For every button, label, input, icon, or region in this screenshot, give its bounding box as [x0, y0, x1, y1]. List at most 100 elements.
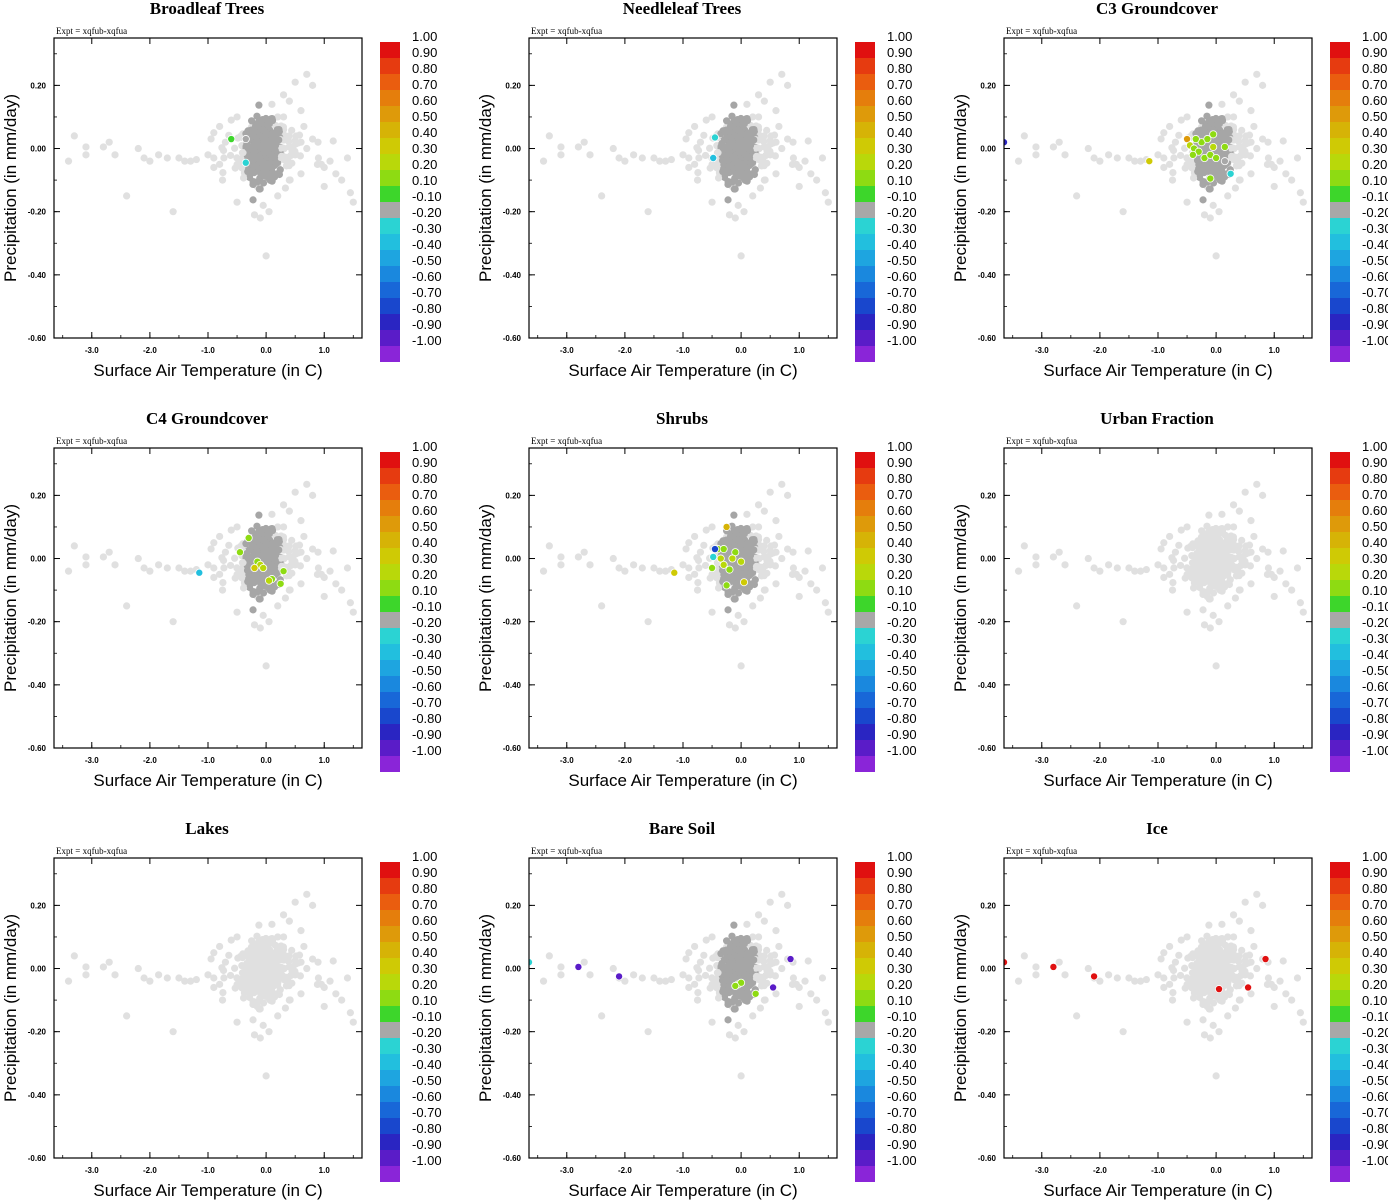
point [752, 554, 760, 562]
point [218, 996, 227, 1004]
colorbar-label: 0.30 [412, 141, 437, 156]
point [329, 547, 337, 555]
x-tick-label: -3.0 [85, 756, 99, 765]
colorbar: 1.000.900.800.700.600.500.400.300.200.10… [1330, 439, 1388, 772]
colorbar-swatch [855, 346, 875, 362]
point [155, 561, 163, 569]
plot-frame [1003, 37, 1313, 339]
point [706, 144, 714, 152]
point [256, 154, 264, 162]
point [1049, 143, 1057, 151]
colorbar-swatch [1330, 676, 1350, 692]
point [186, 977, 195, 985]
colorbar-label: 0.10 [1362, 583, 1387, 598]
colorbar-swatch [855, 154, 875, 170]
colorbar-swatch [380, 756, 400, 772]
highlight-point [710, 133, 719, 142]
point [277, 972, 286, 980]
point [638, 154, 646, 162]
colorbar-swatch [1330, 202, 1350, 218]
point [545, 952, 553, 960]
point [778, 70, 786, 78]
point [273, 126, 281, 134]
scatter-points [539, 70, 832, 260]
colorbar-swatch [1330, 708, 1350, 724]
point [275, 546, 283, 554]
point [757, 572, 766, 580]
point [739, 551, 747, 559]
point [609, 144, 617, 153]
point [343, 154, 352, 162]
point [621, 977, 629, 985]
colorbar-label: -0.10 [1362, 189, 1388, 204]
colorbar-swatch [380, 612, 400, 628]
y-axis-label: Precipitation (in mm/day) [476, 94, 495, 282]
point [1215, 208, 1223, 216]
colorbar-label: -0.60 [1362, 679, 1388, 694]
point [1218, 510, 1226, 518]
point [695, 154, 703, 162]
scatter-points [64, 890, 357, 1080]
colorbar-swatch [1330, 330, 1350, 346]
colorbar-label: 0.80 [1362, 471, 1387, 486]
point [1090, 564, 1098, 572]
point [778, 480, 786, 488]
colorbar-swatch [855, 90, 875, 106]
point [271, 551, 280, 560]
point [743, 100, 751, 108]
point [246, 993, 254, 1002]
point [598, 1012, 606, 1020]
colorbar-swatch [1330, 548, 1350, 564]
highlight-point [719, 560, 728, 569]
point [1218, 581, 1226, 589]
point [233, 523, 241, 531]
point [1084, 144, 1092, 153]
point [1201, 532, 1210, 540]
colorbar-label: -0.40 [412, 237, 442, 252]
point [1154, 151, 1162, 159]
point [175, 154, 183, 162]
point [288, 569, 296, 577]
point [1200, 169, 1208, 177]
point [292, 952, 300, 960]
colorbar-swatch [380, 106, 400, 122]
point [539, 567, 548, 575]
point [274, 933, 282, 941]
colorbar-swatch [1330, 516, 1350, 532]
expt-label: Expt = xqfub-xqfua [56, 26, 127, 36]
point [1055, 548, 1063, 556]
point [268, 973, 276, 981]
point [1224, 602, 1232, 610]
x-tick-label: -2.0 [1093, 346, 1107, 355]
point [250, 968, 259, 976]
point [320, 1002, 328, 1011]
colorbar-swatch [1330, 186, 1350, 202]
colorbar-label: 1.00 [887, 29, 912, 44]
colorbar-label: -0.80 [887, 301, 917, 316]
colorbar-label: -0.10 [412, 189, 442, 204]
point [233, 933, 241, 941]
y-tick-label: -0.40 [503, 271, 522, 280]
scatter-points [64, 480, 357, 670]
point [1270, 573, 1278, 582]
point [721, 173, 729, 182]
x-tick-label: -3.0 [560, 346, 574, 355]
point [1201, 549, 1210, 557]
highlight-point [710, 545, 719, 554]
point [221, 548, 230, 556]
colorbar-label: 0.30 [412, 551, 437, 566]
point [725, 148, 734, 156]
point [192, 155, 200, 164]
point [724, 606, 732, 614]
point [273, 536, 281, 544]
point [586, 151, 594, 159]
point [244, 962, 252, 970]
point [752, 152, 761, 160]
panel-title: Shrubs [656, 409, 708, 428]
point [708, 523, 716, 531]
point [1125, 154, 1133, 162]
point [644, 618, 652, 626]
colorbar-label: 0.90 [412, 45, 437, 60]
